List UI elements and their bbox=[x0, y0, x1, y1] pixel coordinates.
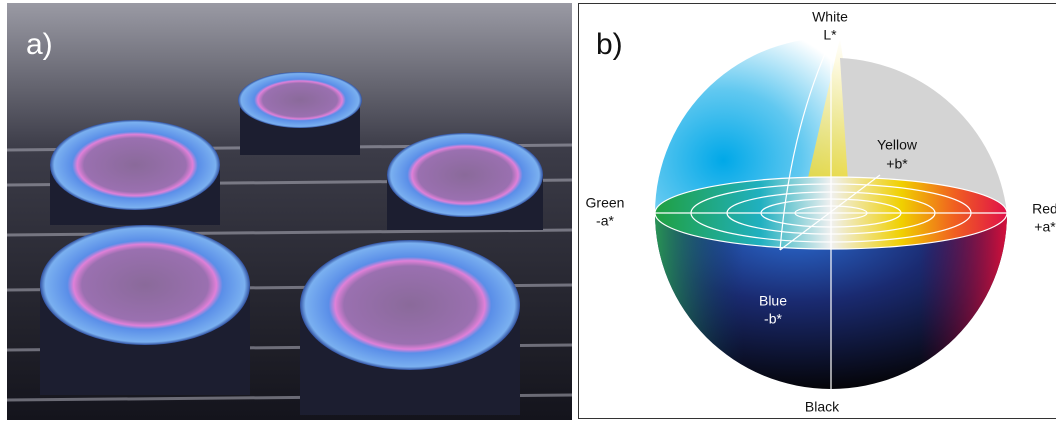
axis-symbol: -b* bbox=[764, 311, 782, 327]
panel-label: b) bbox=[596, 28, 623, 61]
axis-symbol: -a* bbox=[596, 213, 614, 229]
axis-name: Blue bbox=[759, 293, 787, 309]
axis-name: Green bbox=[586, 195, 625, 211]
axis-symbol: L* bbox=[823, 27, 837, 43]
axis-name: Red bbox=[1032, 201, 1056, 217]
photo: a) bbox=[7, 3, 572, 420]
axis-symbol: +a* bbox=[1034, 219, 1056, 235]
axis-symbol: +b* bbox=[886, 156, 908, 172]
axis-name: Black bbox=[805, 399, 840, 415]
axis-name: White bbox=[812, 9, 848, 25]
axis-name: Yellow bbox=[877, 137, 918, 153]
figure: a) b) White L* Yellow +b* Green -a* Red … bbox=[0, 0, 1056, 425]
color-sphere-panel: b) White L* Yellow +b* Green -a* Red +a*… bbox=[579, 4, 1056, 419]
panel-label: a) bbox=[26, 28, 53, 61]
